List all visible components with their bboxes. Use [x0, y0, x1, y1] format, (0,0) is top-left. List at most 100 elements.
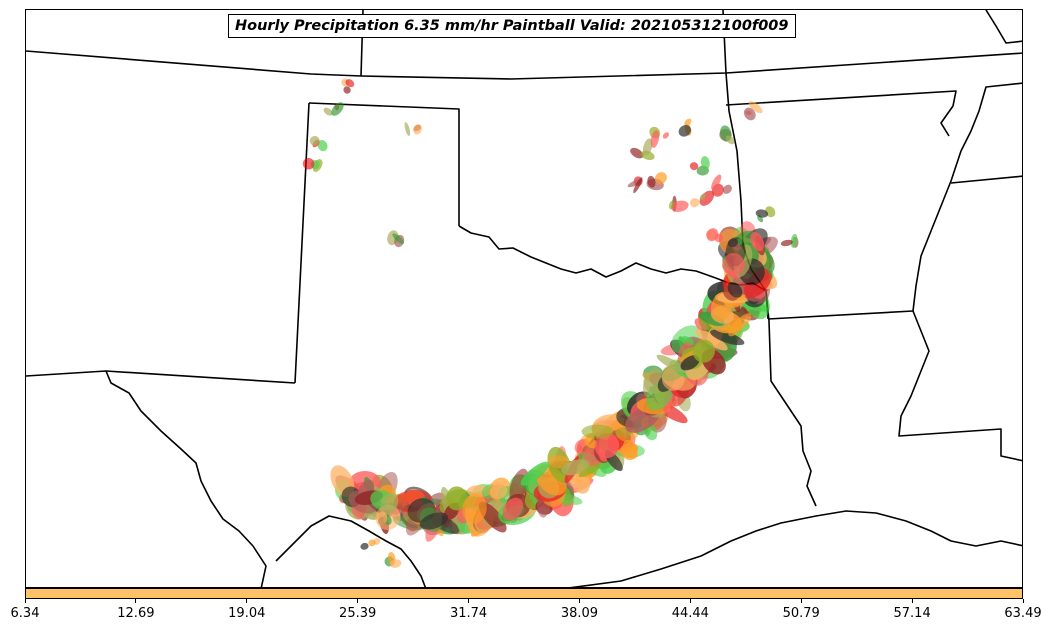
mississippi-river [898, 82, 1022, 462]
colorbar-tick [468, 599, 470, 603]
colorbar-tick-label: 57.14 [893, 606, 931, 621]
colorbar-tick-label: 6.34 [10, 606, 40, 621]
precip-blob [392, 515, 426, 531]
precip-blob [302, 157, 315, 170]
precip-blob [722, 252, 745, 277]
precip-blob [547, 455, 570, 469]
colorbar-tick-label: 50.79 [782, 606, 820, 621]
precip-blob [689, 162, 699, 171]
precip-blob [345, 79, 355, 88]
precip-blob [309, 135, 320, 146]
colorbar-tick-label: 25.39 [339, 606, 377, 621]
colorbar-tick-label: 44.44 [671, 606, 709, 621]
precip-blob [790, 233, 798, 248]
ar-la-boundary [767, 310, 914, 320]
precip-blob [750, 232, 765, 252]
precip-blob [317, 140, 328, 152]
precip-blob [620, 439, 638, 461]
precip-blob [711, 174, 722, 190]
precip-blob [419, 512, 449, 530]
precip-blob [669, 200, 674, 210]
precip-blob [727, 238, 739, 248]
colorbar-tick [246, 599, 248, 603]
state-boundaries [26, 10, 1022, 587]
map-canvas [26, 10, 1022, 587]
precip-blob [642, 138, 653, 156]
precip-blob [389, 559, 402, 568]
nm-south-boundary [26, 370, 296, 384]
colorbar-tick [357, 599, 359, 603]
precip-blob [710, 329, 745, 346]
colorbar-tick [911, 599, 913, 603]
precip-blob [727, 282, 743, 298]
precip-blob [680, 355, 700, 371]
mexico-boundary [275, 515, 427, 587]
precip-blob [323, 107, 333, 116]
precip-blob [404, 122, 411, 136]
precip-blob [647, 175, 656, 188]
gulf-coast [569, 510, 1022, 587]
tn-ms-boundary [950, 175, 1022, 184]
precip-blob [581, 424, 614, 439]
precip-blob [736, 238, 744, 245]
precip-blob [670, 200, 689, 212]
precip-blob [368, 539, 376, 547]
colorbar-tick-label: 38.09 [560, 606, 599, 621]
precip-blob [706, 228, 719, 242]
colorbar-tick-label: 63.49 [1004, 606, 1042, 621]
map-title: Hourly Precipitation 6.35 mm/hr Paintbal… [228, 14, 796, 38]
colorbar-tick-label: 12.69 [117, 606, 155, 621]
colorbar-tick [689, 599, 691, 603]
precip-blob [650, 130, 660, 148]
colorbar-tick [800, 599, 802, 603]
co-ks-north-boundary [26, 50, 1022, 80]
colorbar-tick [578, 599, 580, 603]
colorbar-tick-label: 31.74 [449, 606, 488, 621]
precip-blob [780, 239, 793, 247]
rio-grande-boundary [105, 370, 267, 587]
precip-blob [633, 177, 643, 194]
precip-blob [722, 184, 732, 194]
precip-blob [748, 101, 763, 114]
precip-blob [656, 354, 687, 373]
map-panel [25, 9, 1023, 588]
colorbar-tick [24, 599, 26, 603]
precip-blob [690, 198, 700, 208]
precip-blob [343, 86, 351, 94]
precip-blob [678, 125, 691, 137]
precip-blob [681, 336, 694, 346]
tx-la-boundary [765, 290, 817, 507]
precip-blob [630, 147, 644, 159]
colorbar-tick [1022, 599, 1024, 603]
precip-blob [331, 102, 344, 116]
precip-blob [462, 493, 487, 524]
mo-ar-boundary [725, 90, 957, 137]
precip-blob [561, 459, 590, 476]
red-river-boundary [458, 225, 767, 292]
precip-blob [755, 209, 769, 218]
precip-blob [502, 497, 524, 521]
precip-blob [662, 132, 670, 139]
precipitation-blobs [302, 78, 799, 568]
precip-blob [377, 511, 388, 526]
colorbar-tick [135, 599, 137, 603]
precip-blob [520, 461, 550, 486]
precip-blob [725, 135, 735, 145]
colorbar [25, 588, 1023, 599]
ohio-river [985, 10, 1022, 44]
precip-blob [743, 107, 756, 121]
colorbar-tick-label: 19.04 [228, 606, 266, 621]
precip-blob [379, 492, 399, 517]
precip-blob [655, 172, 667, 184]
nm-east-boundary [294, 102, 310, 384]
precip-blob [695, 329, 728, 351]
precip-blob [392, 233, 404, 244]
precip-blob [594, 433, 620, 459]
precip-blob [728, 313, 752, 337]
precip-blob [700, 156, 710, 170]
precip-blob [446, 486, 468, 511]
precip-blob [413, 124, 422, 135]
precip-blob [692, 339, 715, 363]
precip-blob [699, 193, 706, 201]
precip-blob [490, 483, 508, 500]
